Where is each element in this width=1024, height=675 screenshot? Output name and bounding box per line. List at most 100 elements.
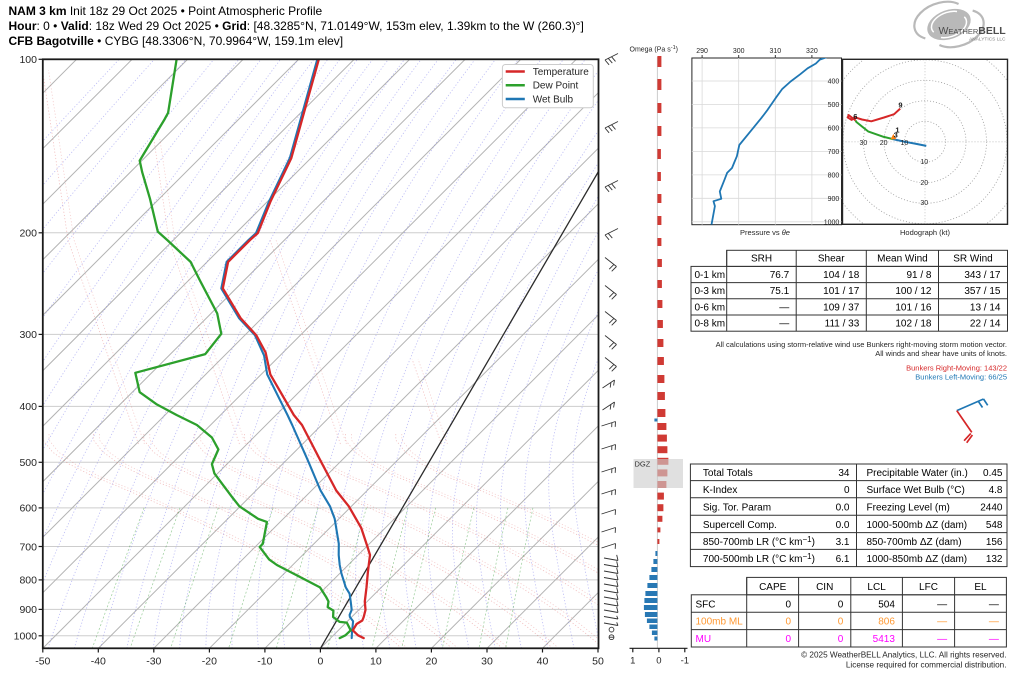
svg-text:0: 0 — [317, 656, 323, 668]
svg-text:-40: -40 — [91, 656, 106, 668]
svg-text:Precipitable Water (in.): Precipitable Water (in.) — [867, 468, 968, 479]
svg-text:Pressure vs θe: Pressure vs θe — [740, 228, 790, 237]
svg-text:0-8 km: 0-8 km — [695, 319, 726, 330]
svg-text:—: — — [937, 634, 947, 645]
svg-text:Mean Wind: Mean Wind — [877, 254, 928, 265]
svg-text:-20: -20 — [202, 656, 217, 668]
svg-text:0: 0 — [786, 634, 792, 645]
svg-text:SRH: SRH — [751, 254, 772, 265]
svg-text:400: 400 — [828, 79, 840, 86]
svg-text:13 / 14: 13 / 14 — [970, 302, 1001, 313]
svg-text:20: 20 — [880, 140, 888, 147]
svg-text:Dew Point: Dew Point — [533, 81, 579, 92]
svg-text:700-500mb LR (°C km−1): 700-500mb LR (°C km−1) — [703, 552, 815, 565]
svg-text:20: 20 — [426, 656, 438, 668]
svg-text:EL: EL — [974, 582, 987, 593]
svg-text:Surface Wet Bulb (°C): Surface Wet Bulb (°C) — [867, 485, 965, 496]
svg-text:850-700mb ΔZ (dam): 850-700mb ΔZ (dam) — [867, 537, 962, 548]
svg-text:—: — — [779, 302, 789, 313]
svg-text:30: 30 — [920, 200, 928, 207]
svg-text:Sig. Tor. Param: Sig. Tor. Param — [703, 502, 771, 513]
svg-text:75.1: 75.1 — [770, 286, 790, 297]
svg-text:156: 156 — [986, 537, 1003, 548]
svg-text:ANALYTICS LLC: ANALYTICS LLC — [969, 37, 1006, 43]
svg-text:0.0: 0.0 — [836, 502, 850, 513]
svg-text:34: 34 — [838, 468, 850, 479]
svg-text:0: 0 — [838, 599, 844, 610]
svg-text:0.45: 0.45 — [983, 468, 1003, 479]
svg-text:1: 1 — [895, 126, 899, 135]
svg-text:800: 800 — [19, 575, 37, 587]
svg-text:0-1 km: 0-1 km — [695, 270, 726, 281]
svg-text:500: 500 — [19, 457, 37, 469]
svg-text:109 / 37: 109 / 37 — [823, 302, 860, 313]
svg-text:50: 50 — [592, 656, 604, 668]
svg-text:-50: -50 — [35, 656, 50, 668]
svg-text:DGZ: DGZ — [635, 460, 651, 469]
svg-text:310: 310 — [769, 48, 781, 55]
svg-text:102 / 18: 102 / 18 — [895, 319, 932, 330]
svg-text:100 / 12: 100 / 12 — [895, 286, 932, 297]
svg-text:—: — — [989, 599, 999, 610]
svg-text:Bunkers Left-Moving: 66/25: Bunkers Left-Moving: 66/25 — [915, 373, 1007, 382]
svg-text:6.1: 6.1 — [836, 554, 850, 565]
svg-text:111 / 33: 111 / 33 — [825, 319, 860, 330]
svg-text:-1: -1 — [681, 656, 689, 667]
svg-text:40: 40 — [537, 656, 549, 668]
svg-text:400: 400 — [19, 401, 37, 413]
svg-text:504: 504 — [878, 599, 895, 610]
svg-text:Temperature: Temperature — [533, 67, 590, 78]
svg-text:10: 10 — [370, 656, 382, 668]
svg-text:License required for commercia: License required for commercial distribu… — [846, 661, 1007, 670]
svg-text:© 2025 WeatherBELL Analytics,: © 2025 WeatherBELL Analytics, LLC. All r… — [801, 651, 1006, 660]
svg-text:806: 806 — [878, 617, 895, 628]
svg-text:290: 290 — [696, 48, 708, 55]
svg-text:Shear: Shear — [818, 254, 845, 265]
svg-text:0: 0 — [838, 634, 844, 645]
svg-text:600: 600 — [19, 503, 37, 515]
svg-text:Total Totals: Total Totals — [703, 468, 753, 479]
svg-text:0: 0 — [786, 599, 792, 610]
svg-text:0: 0 — [838, 617, 844, 628]
svg-text:MU: MU — [696, 634, 712, 645]
svg-text:SFC: SFC — [696, 599, 716, 610]
svg-text:CAPE: CAPE — [759, 582, 787, 593]
svg-text:343 / 17: 343 / 17 — [964, 270, 1001, 281]
svg-text:Omega (Pa s-1): Omega (Pa s-1) — [630, 45, 678, 54]
svg-text:1000-850mb ΔZ (dam): 1000-850mb ΔZ (dam) — [867, 554, 968, 565]
svg-text:700: 700 — [828, 149, 840, 156]
svg-text:5413: 5413 — [873, 634, 896, 645]
svg-text:76.7: 76.7 — [770, 270, 790, 281]
svg-text:0-3 km: 0-3 km — [695, 286, 726, 297]
svg-text:100: 100 — [19, 54, 37, 66]
svg-text:900: 900 — [19, 604, 37, 616]
svg-text:101 / 17: 101 / 17 — [823, 286, 860, 297]
svg-text:30: 30 — [481, 656, 493, 668]
svg-text:-30: -30 — [146, 656, 161, 668]
svg-text:30: 30 — [860, 140, 868, 147]
svg-text:0: 0 — [844, 485, 850, 496]
svg-text:3.1: 3.1 — [836, 537, 850, 548]
svg-text:700: 700 — [19, 541, 37, 553]
svg-text:1000: 1000 — [14, 631, 38, 643]
svg-text:—: — — [989, 634, 999, 645]
svg-text:NAM 3 km Init 18z 29 Oct 2025: NAM 3 km Init 18z 29 Oct 2025 • Point At… — [9, 4, 323, 18]
svg-text:900: 900 — [828, 196, 840, 203]
svg-text:101 / 16: 101 / 16 — [895, 302, 932, 313]
svg-text:1000-500mb ΔZ (dam): 1000-500mb ΔZ (dam) — [867, 520, 968, 531]
svg-text:850-700mb LR (°C km−1): 850-700mb LR (°C km−1) — [703, 535, 815, 548]
svg-text:600: 600 — [828, 126, 840, 133]
svg-text:800: 800 — [828, 173, 840, 180]
svg-text:Bunkers Right-Moving: 143/22: Bunkers Right-Moving: 143/22 — [906, 364, 1007, 373]
svg-text:0.0: 0.0 — [836, 520, 850, 531]
svg-text:100mb ML: 100mb ML — [696, 617, 744, 628]
svg-text:Wet Bulb: Wet Bulb — [533, 95, 574, 106]
svg-text:3: 3 — [894, 131, 898, 140]
svg-text:Supercell Comp.: Supercell Comp. — [703, 520, 777, 531]
svg-text:548: 548 — [986, 520, 1003, 531]
svg-text:0: 0 — [786, 617, 792, 628]
svg-text:4.8: 4.8 — [989, 485, 1003, 496]
svg-text:9: 9 — [898, 101, 902, 110]
svg-text:—: — — [937, 617, 947, 628]
svg-text:Hodograph (kt): Hodograph (kt) — [900, 228, 951, 237]
